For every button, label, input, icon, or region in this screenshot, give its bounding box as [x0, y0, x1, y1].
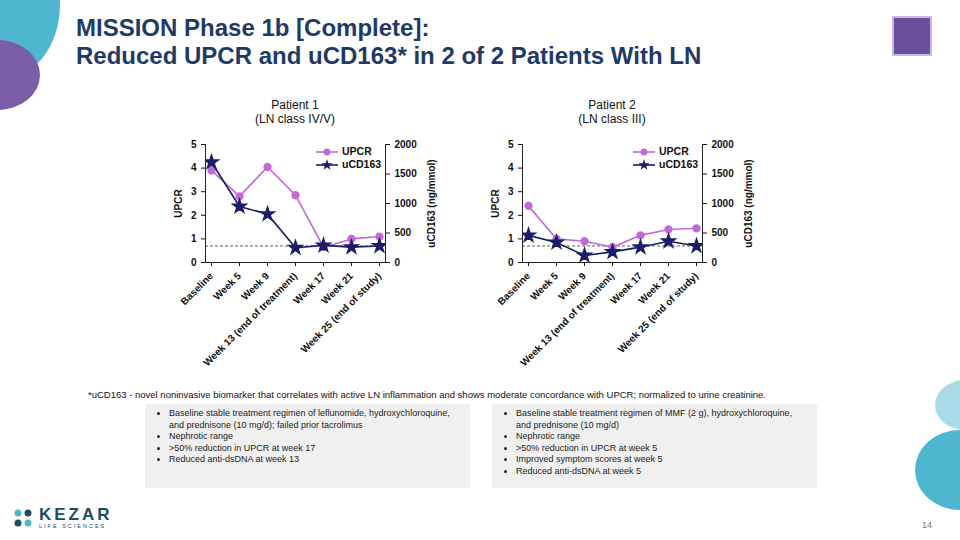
svg-text:1: 1 — [508, 233, 514, 244]
svg-text:5: 5 — [191, 139, 197, 150]
svg-text:Week 21: Week 21 — [636, 270, 673, 307]
html-text:UPCR: UPCR — [659, 145, 689, 157]
svg-text:0: 0 — [395, 257, 401, 268]
svg-text:2000: 2000 — [712, 139, 735, 150]
svg-text:Week 17: Week 17 — [291, 270, 328, 307]
html-text:14: 14 — [922, 520, 932, 530]
html-text:LIFE SCIENCES: LIFE SCIENCES — [39, 523, 107, 529]
html-text:UPCR: UPCR — [342, 145, 372, 157]
svg-text:uCD163 (ng/mmol): uCD163 (ng/mmol) — [743, 159, 754, 247]
svg-text:1500: 1500 — [712, 168, 735, 179]
html-text:MISSION Phase 1b [Complete]:: MISSION Phase 1b [Complete]: — [76, 14, 430, 41]
svg-text:4: 4 — [191, 162, 197, 173]
svg-text:Week 9: Week 9 — [556, 270, 589, 303]
svg-text:0: 0 — [712, 257, 718, 268]
html-text:uCD163: uCD163 — [342, 158, 382, 170]
svg-text:Week 25 (end of study): Week 25 (end of study) — [616, 270, 701, 355]
svg-text:3: 3 — [508, 186, 514, 197]
svg-text:500: 500 — [712, 227, 729, 238]
html-text:Patient 2: Patient 2 — [588, 98, 636, 112]
html-text:Reduced anti-dsDNA at week 5: Reduced anti-dsDNA at week 5 — [516, 465, 642, 476]
svg-text:Week 21: Week 21 — [319, 270, 356, 307]
html-text:KEZAR: KEZAR — [39, 505, 113, 524]
html-text:Improved symptom scores at wee: Improved symptom scores at week 5 — [516, 454, 663, 464]
svg-text:1000: 1000 — [712, 198, 735, 209]
svg-text:0: 0 — [508, 257, 514, 268]
svg-text:2000: 2000 — [395, 139, 418, 150]
svg-text:1: 1 — [191, 233, 197, 244]
html-text:Nephrotic range: Nephrotic range — [169, 431, 233, 441]
svg-text:1500: 1500 — [395, 168, 418, 179]
svg-text:Baseline: Baseline — [178, 270, 215, 307]
svg-text:UPCR: UPCR — [490, 189, 501, 218]
svg-text:1000: 1000 — [395, 198, 418, 209]
svg-text:Week 5: Week 5 — [211, 270, 243, 302]
html-text:Reduced anti-dsDNA at week 13: Reduced anti-dsDNA at week 13 — [169, 454, 300, 464]
svg-text:Week 13 (end of treatment): Week 13 (end of treatment) — [518, 270, 616, 368]
html-text:Reduced UPCR and uCD163* in 2: Reduced UPCR and uCD163* in 2 of 2 Patie… — [76, 42, 702, 69]
html-text:>50% reduction in UPCR at week: >50% reduction in UPCR at week 5 — [516, 442, 658, 453]
html-text:uCD163: uCD163 — [659, 158, 699, 170]
svg-text:UPCR: UPCR — [173, 189, 184, 218]
svg-text:Baseline: Baseline — [495, 270, 532, 307]
svg-text:Week 13 (end of treatment): Week 13 (end of treatment) — [201, 270, 299, 368]
svg-text:Week 17: Week 17 — [608, 270, 645, 307]
svg-text:3: 3 — [191, 186, 197, 197]
html-text:(LN class III): (LN class III) — [578, 112, 646, 126]
svg-text:0: 0 — [191, 257, 197, 268]
html-text:>50% reduction in UPCR at week: >50% reduction in UPCR at week 17 — [169, 442, 316, 453]
html-text:*uCD163 - novel noninvasive bi: *uCD163 - novel noninvasive biomarker th… — [88, 389, 766, 400]
svg-text:2: 2 — [508, 210, 514, 221]
html-text:Patient 1: Patient 1 — [271, 98, 319, 112]
svg-text:uCD163 (ng/mmol): uCD163 (ng/mmol) — [426, 159, 437, 247]
html-text:(LN class IV/V): (LN class IV/V) — [255, 112, 335, 126]
svg-text:4: 4 — [508, 162, 514, 173]
svg-text:500: 500 — [395, 227, 412, 238]
svg-text:Week 5: Week 5 — [528, 270, 560, 302]
html-text:Baseline stable treatment regi: Baseline stable treatment regimen of lef… — [169, 408, 450, 430]
html-text:Baseline stable treatment regi: Baseline stable treatment regimen of MMF… — [516, 408, 793, 430]
svg-text:5: 5 — [508, 139, 514, 150]
svg-text:2: 2 — [191, 210, 197, 221]
html-text:Nephrotic range: Nephrotic range — [516, 431, 580, 441]
svg-text:Week 25 (end of study): Week 25 (end of study) — [299, 270, 384, 355]
svg-text:Week 9: Week 9 — [239, 270, 272, 303]
